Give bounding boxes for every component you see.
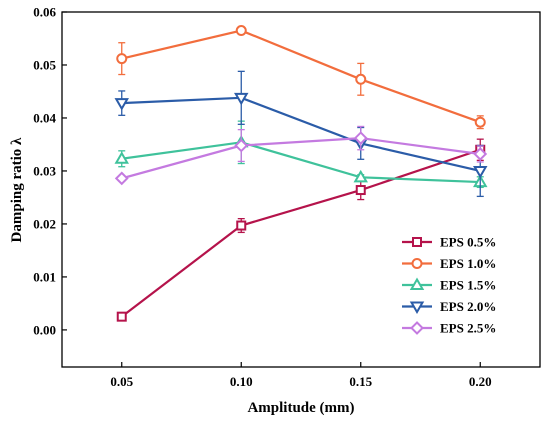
data-point <box>353 131 368 146</box>
series-eps-1-5- <box>114 120 488 189</box>
legend-marker <box>411 258 423 269</box>
series-line <box>121 148 481 318</box>
legend-item: EPS 1.5% <box>402 278 496 293</box>
x-tick-label: 0.20 <box>469 374 492 389</box>
y-tick-label: 0.03 <box>33 163 56 178</box>
data-point <box>473 147 488 161</box>
data-point <box>234 138 249 153</box>
data-point <box>114 98 129 111</box>
data-point <box>235 25 247 37</box>
legend-item: EPS 1.0% <box>402 256 496 271</box>
legend-label: EPS 2.0% <box>440 299 496 314</box>
x-axis-ticks: 0.05 0.10 0.15 0.20 <box>110 362 492 389</box>
y-tick-label: 0.04 <box>33 110 56 125</box>
series-line <box>121 29 481 124</box>
series-line <box>121 141 481 184</box>
legend: EPS 0.5% EPS 1.0% EPS 1.5% EPS 2.0% EPS 2.5% <box>402 235 496 336</box>
series-line <box>121 136 481 180</box>
data-point <box>353 169 368 183</box>
data-point <box>116 53 128 65</box>
y-tick-label: 0.02 <box>33 216 56 231</box>
series-eps-0-5- <box>116 138 486 322</box>
series-layer <box>114 25 488 322</box>
legend-item: EPS 2.0% <box>402 299 496 314</box>
plot-frame <box>61 11 541 368</box>
data-point <box>236 220 247 231</box>
x-tick-label: 0.10 <box>230 374 253 389</box>
data-point <box>355 73 367 85</box>
data-point <box>116 311 127 322</box>
data-point <box>473 165 488 179</box>
legend-label: EPS 1.0% <box>440 256 496 271</box>
data-point <box>114 171 129 186</box>
legend-label: EPS 0.5% <box>440 235 496 250</box>
data-point <box>114 151 129 164</box>
legend-marker <box>409 277 425 290</box>
series-eps-1-0- <box>116 25 486 130</box>
y-axis-title: Damping ratio λ <box>9 137 25 243</box>
series-line <box>121 96 481 173</box>
x-axis-title: Amplitude (mm) <box>247 400 354 416</box>
data-point <box>474 116 486 128</box>
x-tick-label: 0.15 <box>349 374 372 389</box>
legend-marker <box>410 321 424 335</box>
y-tick-label: 0.06 <box>33 5 56 20</box>
y-tick-label: 0.01 <box>33 269 56 284</box>
y-axis-ticks: 0.00 0.01 0.02 0.03 0.04 0.05 0.06 <box>33 5 67 337</box>
legend-item: EPS 0.5% <box>402 235 496 250</box>
legend-label: EPS 2.5% <box>440 321 496 336</box>
legend-label: EPS 1.5% <box>440 278 496 293</box>
series-eps-2-5- <box>114 125 488 186</box>
x-tick-label: 0.05 <box>110 374 133 389</box>
data-point <box>234 92 249 106</box>
legend-marker <box>409 301 425 314</box>
data-point <box>355 185 366 196</box>
series-eps-2-0- <box>114 70 488 198</box>
legend-item: EPS 2.5% <box>402 321 496 336</box>
legend-marker <box>412 237 422 247</box>
y-tick-label: 0.05 <box>33 57 56 72</box>
y-tick-label: 0.00 <box>33 322 56 337</box>
